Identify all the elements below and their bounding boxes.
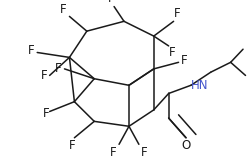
Text: F: F — [40, 69, 47, 82]
Text: F: F — [28, 44, 35, 57]
Text: HN: HN — [191, 79, 209, 92]
Text: F: F — [110, 146, 117, 159]
Text: F: F — [141, 146, 148, 159]
Text: F: F — [69, 139, 75, 152]
Text: F: F — [169, 46, 175, 59]
Text: F: F — [174, 7, 180, 20]
Text: F: F — [60, 3, 67, 16]
Text: F: F — [43, 107, 50, 120]
Text: F: F — [108, 0, 115, 5]
Text: F: F — [55, 62, 62, 75]
Text: O: O — [181, 139, 191, 152]
Text: F: F — [181, 54, 188, 67]
